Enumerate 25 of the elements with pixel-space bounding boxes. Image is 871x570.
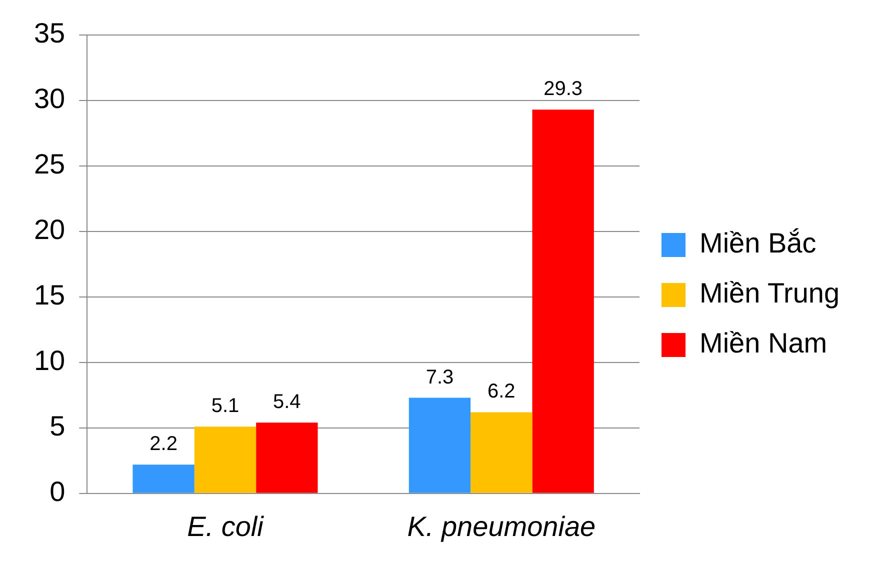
y-tick-label: 0: [50, 476, 66, 508]
x-tick-label: E. coli: [187, 510, 264, 542]
data-label: 5.1: [211, 395, 240, 418]
data-label: 29.3: [544, 78, 583, 100]
y-tick-label: 10: [34, 345, 66, 376]
bar: [132, 464, 194, 493]
legend-label: Miền Nam: [700, 328, 828, 359]
data-label: 5.4: [273, 391, 301, 414]
data-label: 2.2: [150, 433, 178, 456]
bar: [256, 422, 318, 493]
y-tick-label: 30: [34, 83, 66, 114]
y-tick-label: 35: [34, 18, 66, 49]
legend-label: Miền Bắc: [700, 228, 816, 259]
y-tick-label: 20: [34, 214, 66, 246]
x-tick-label: K. pneumoniae: [407, 510, 596, 542]
y-tick-label: 15: [34, 280, 66, 311]
bar: [470, 412, 532, 493]
y-tick-label: 5: [50, 410, 66, 442]
y-tick-label: 25: [34, 148, 66, 180]
data-label: 6.2: [488, 380, 516, 403]
legend-label: Miền Trung: [700, 278, 840, 309]
bar: [408, 398, 471, 493]
data-label: 7.3: [426, 366, 454, 388]
bar: [532, 110, 594, 493]
bar: [194, 426, 256, 493]
